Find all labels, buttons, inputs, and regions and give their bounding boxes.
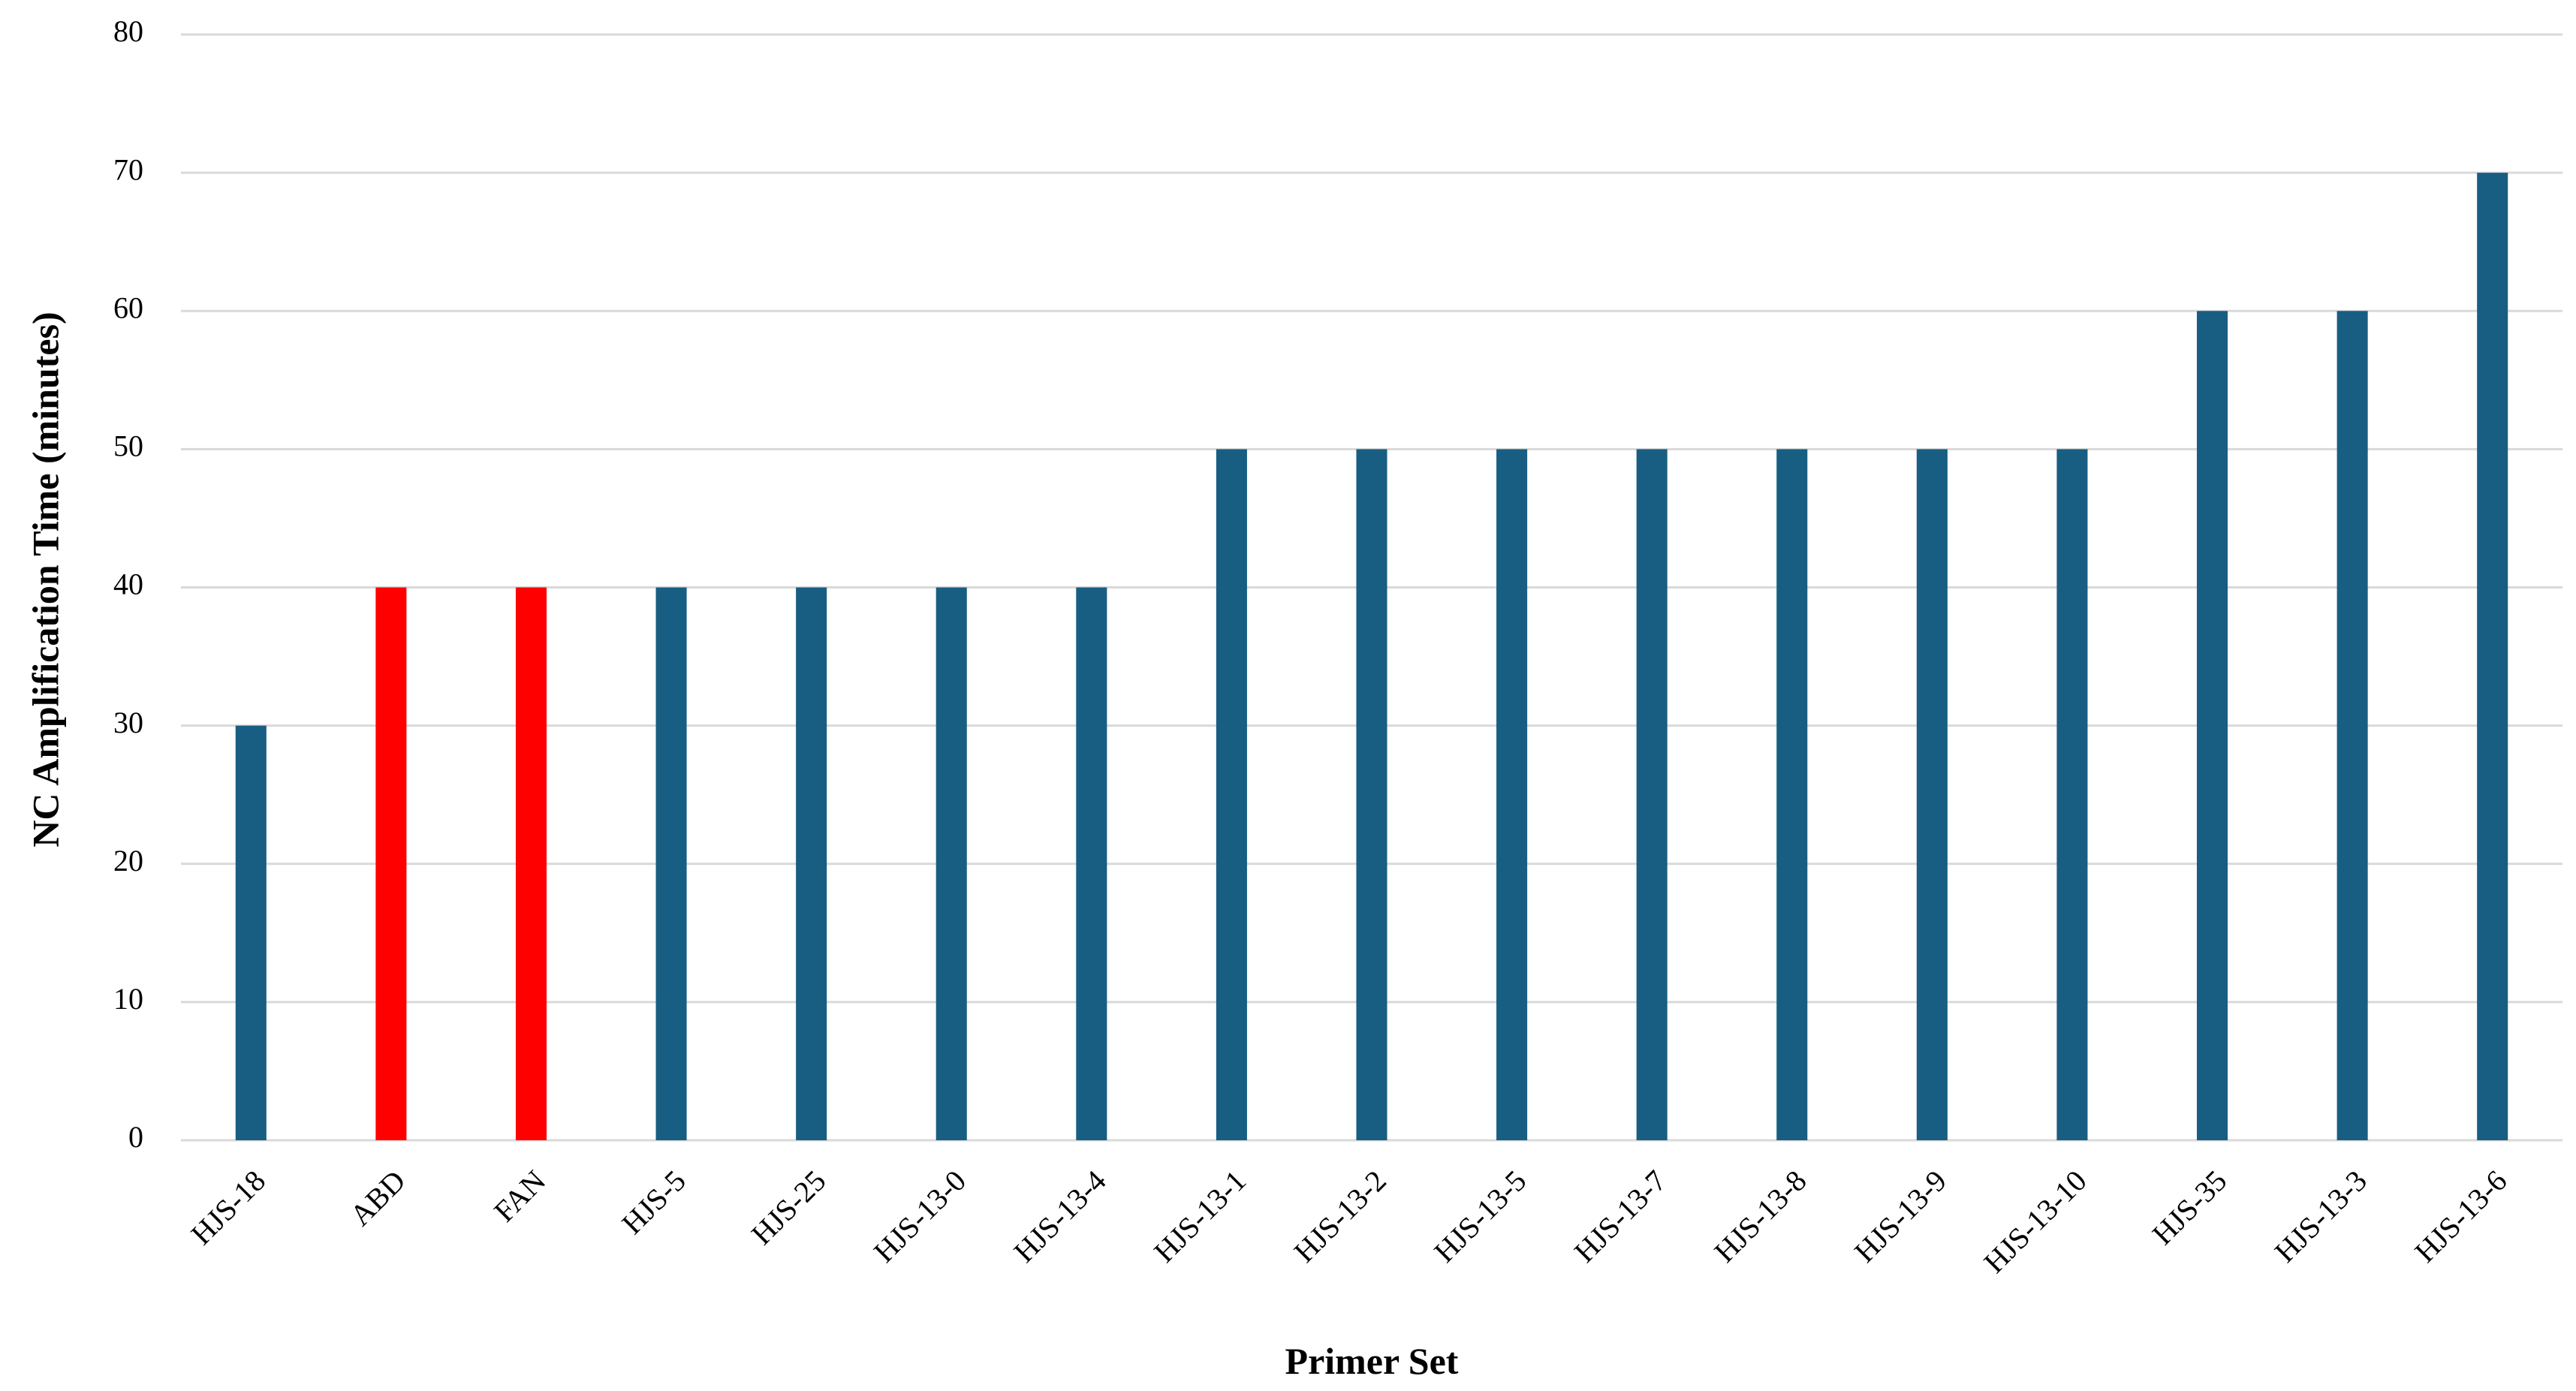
bar <box>2056 449 2088 1140</box>
x-tick-label: HJS-35 <box>2146 1164 2234 1251</box>
y-tick-label: 30 <box>113 706 143 739</box>
x-tick-label: HJS-13-10 <box>1977 1164 2092 1279</box>
x-tick-label: HJS-18 <box>184 1164 272 1251</box>
y-tick-label: 70 <box>113 152 143 186</box>
bar <box>655 587 687 1140</box>
bar <box>935 587 967 1140</box>
bar <box>375 587 407 1140</box>
bar <box>1216 449 1247 1140</box>
y-tick-label: 10 <box>113 982 143 1016</box>
x-tick-label: HJS-13-7 <box>1568 1164 1673 1269</box>
x-tick-label: HJS-5 <box>615 1164 692 1241</box>
x-tick-label: HJS-13-9 <box>1848 1164 1953 1269</box>
y-tick-label: 40 <box>113 568 143 601</box>
x-tick-label: HJS-13-1 <box>1147 1164 1252 1269</box>
bar <box>2477 173 2508 1140</box>
x-tick-label: HJS-13-0 <box>867 1164 972 1269</box>
y-tick-label: 50 <box>113 429 143 463</box>
bar <box>2336 311 2368 1140</box>
bar <box>1636 449 1668 1140</box>
y-tick-label: 60 <box>113 291 143 324</box>
x-tick-label: HJS-25 <box>745 1164 833 1251</box>
bar <box>515 587 547 1140</box>
x-tick-label: HJS-13-2 <box>1288 1164 1393 1269</box>
bar <box>2197 311 2228 1140</box>
x-tick-label: HJS-13-3 <box>2268 1164 2373 1269</box>
y-tick-label: 20 <box>113 844 143 878</box>
bar <box>1776 449 1808 1140</box>
bar <box>1356 449 1387 1140</box>
x-tick-label: HJS-13-4 <box>1007 1164 1112 1269</box>
y-tick-label: 80 <box>113 14 143 48</box>
x-tick-label: HJS-13-5 <box>1427 1164 1532 1269</box>
bar <box>235 725 267 1140</box>
bar <box>1076 587 1107 1140</box>
y-tick-label: 0 <box>128 1120 143 1154</box>
x-tick-label: FAN <box>487 1164 552 1228</box>
y-axis-title: NC Amplification Time (minutes) <box>24 312 66 847</box>
x-axis-title: Primer Set <box>1285 1340 1459 1382</box>
bar <box>796 587 827 1140</box>
bar <box>1916 449 1948 1140</box>
x-tick-label: ABD <box>343 1164 412 1233</box>
x-tick-label: HJS-13-8 <box>1707 1164 1812 1269</box>
bar <box>1496 449 1528 1140</box>
x-tick-label: HJS-13-6 <box>2408 1164 2513 1269</box>
